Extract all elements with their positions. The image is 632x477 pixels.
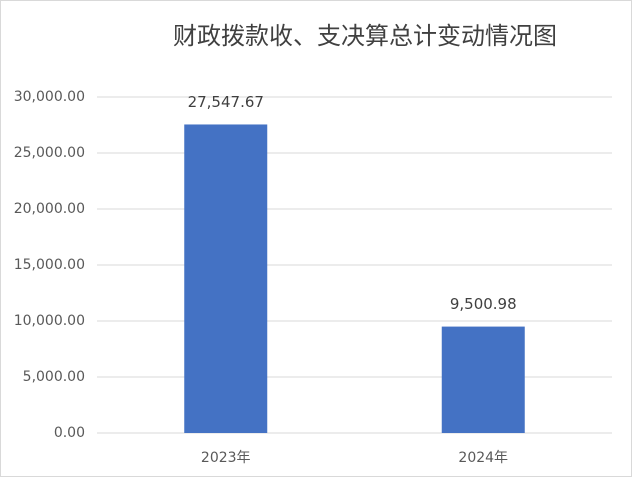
y-tick-label: 25,000.00: [14, 145, 85, 161]
value-label: 27,547.67: [188, 93, 264, 111]
chart-title: 财政拨款收、支决算总计变动情况图: [173, 22, 557, 50]
bar: [184, 124, 268, 433]
bar: [441, 326, 525, 433]
x-tick-label: 2024年: [458, 450, 508, 466]
y-tick-label: 20,000.00: [14, 201, 85, 217]
x-tick-label: 2023年: [201, 450, 251, 466]
y-tick-label: 10,000.00: [14, 313, 85, 329]
y-tick-label: 15,000.00: [14, 257, 85, 273]
y-tick-label: 5,000.00: [23, 369, 85, 385]
value-label: 9,500.98: [450, 295, 517, 313]
y-tick-label: 0.00: [54, 425, 85, 441]
y-tick-label: 30,000.00: [14, 89, 85, 105]
